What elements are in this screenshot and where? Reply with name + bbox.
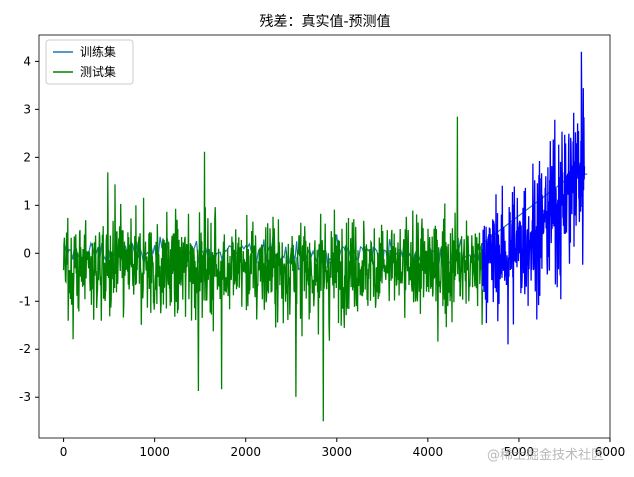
- y-tick-label: 3: [23, 102, 31, 116]
- test-series-line: [62, 116, 484, 422]
- y-tick-label: -3: [19, 390, 31, 404]
- y-tick-label: -1: [19, 294, 31, 308]
- watermark: @稀土掘金技术社区: [486, 448, 604, 463]
- legend-label-train: 训练集: [80, 44, 116, 59]
- y-tick-label: 2: [23, 150, 31, 164]
- x-tick-label: 5000: [504, 445, 535, 459]
- x-tick-label: 4000: [413, 445, 444, 459]
- y-tick-label: -2: [19, 342, 31, 356]
- chart-title: 残差：真实值-预测值: [259, 14, 390, 30]
- y-tick-label: 0: [23, 246, 31, 260]
- x-tick-label: 6000: [595, 445, 626, 459]
- y-tick-label: 1: [23, 198, 31, 212]
- axes-ticks: 0 1000 2000 3000 4000 5000 6000 -3 -2 -1 0 1 2 3 4: [19, 54, 625, 459]
- x-tick-label: 1000: [139, 445, 170, 459]
- y-tick-label: 4: [23, 54, 31, 68]
- x-tick-label: 2000: [230, 445, 261, 459]
- plot-area: [62, 51, 588, 422]
- legend-label-test: 测试集: [80, 64, 116, 79]
- legend-box: [45, 39, 134, 85]
- x-tick-label: 3000: [322, 445, 353, 459]
- legend: 训练集 测试集: [45, 39, 134, 85]
- x-tick-label: 0: [60, 445, 68, 459]
- axes-frame: [38, 34, 611, 439]
- overlay-series-line: [481, 51, 586, 345]
